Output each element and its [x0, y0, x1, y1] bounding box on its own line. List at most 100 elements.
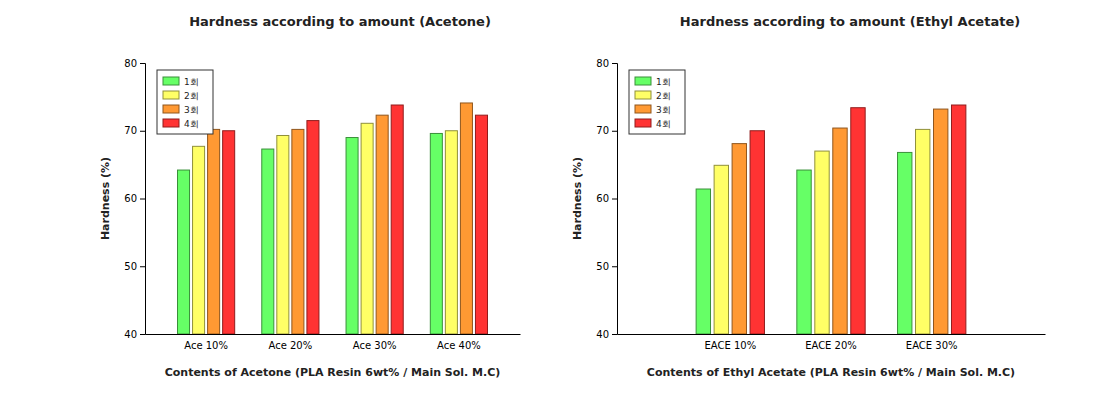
bar — [262, 149, 274, 334]
axis-line — [618, 334, 1046, 335]
legend-swatch — [163, 77, 179, 85]
axis-line — [146, 334, 521, 335]
bar — [696, 189, 710, 334]
legend-swatch — [635, 77, 651, 85]
legend: 1회2회3회4회 — [629, 70, 685, 134]
tick-label: 80 — [596, 58, 609, 69]
legend-box — [157, 70, 213, 134]
tick-label: EACE 30% — [906, 340, 958, 351]
bars — [178, 103, 488, 334]
legend-swatch — [163, 105, 179, 113]
bar — [193, 146, 205, 334]
tick-label: 80 — [124, 58, 137, 69]
legend-label: 3회 — [184, 105, 199, 115]
y-axis-title: Hardness (%) — [99, 157, 112, 240]
x-axis-title: Contents of Ethyl Acetate (PLA Resin 6wt… — [647, 366, 1015, 379]
tick-mark — [140, 334, 145, 335]
tick: 70 — [596, 125, 617, 136]
bar — [445, 131, 457, 334]
y-axis: 40 50 60 70 80 — [124, 58, 145, 340]
tick: 50 — [596, 261, 617, 272]
tick: 60 — [596, 193, 617, 204]
bar — [391, 105, 403, 334]
legend: 1회 2회 3회 4회 — [157, 70, 213, 134]
legend-label: 2회 — [656, 91, 671, 101]
tick-label: 70 — [124, 125, 137, 136]
tick-mark — [140, 63, 145, 64]
chart: Hardness according to amount (Acetone) 40… — [99, 14, 521, 379]
bar — [732, 144, 746, 334]
x-axis: Ace 10% Ace 20% Ace 30% Ace 40% — [146, 334, 521, 351]
tick: 60 — [124, 193, 145, 204]
tick-label: 40 — [596, 329, 609, 340]
legend-swatch — [163, 91, 179, 99]
tick: 40 — [596, 329, 617, 340]
tick-mark — [612, 131, 617, 132]
y-axis-title: Hardness (%) — [571, 157, 584, 240]
bar — [208, 129, 220, 334]
bar — [934, 109, 948, 334]
tick: 70 — [124, 125, 145, 136]
chart: Hardness according to amount (Ethyl Acet… — [571, 14, 1046, 379]
tick-mark — [140, 199, 145, 200]
bar — [307, 121, 319, 334]
bar — [361, 123, 373, 334]
bar — [916, 129, 930, 334]
tick: Ace 10% — [184, 334, 228, 351]
tick: EACE 20% — [805, 334, 857, 351]
tick-label: 70 — [596, 125, 609, 136]
tick-label: 50 — [596, 261, 609, 272]
legend-label: 1회 — [184, 77, 199, 87]
bar — [430, 133, 442, 334]
tick: Ace 40% — [437, 334, 481, 351]
bar — [750, 131, 764, 334]
tick-mark — [612, 199, 617, 200]
legend-label: 2회 — [184, 91, 199, 101]
x-axis-title: Contents of Acetone (PLA Resin 6wt% / Ma… — [165, 366, 501, 379]
tick-mark — [612, 334, 617, 335]
tick-label: Ace 30% — [353, 340, 397, 351]
title: Hardness according to amount (Acetone) — [189, 14, 491, 29]
legend-swatch — [635, 119, 651, 127]
tick-mark — [612, 63, 617, 64]
tick: 50 — [124, 261, 145, 272]
bar — [898, 152, 912, 334]
legend-label: 3회 — [656, 105, 671, 115]
tick-label: Ace 20% — [268, 340, 312, 351]
bar — [951, 105, 965, 334]
tick-label: 60 — [596, 193, 609, 204]
y-axis: 40 50 60 70 80 — [596, 58, 617, 340]
bar — [797, 170, 811, 334]
axis-line — [612, 64, 618, 335]
legend-swatch — [163, 119, 179, 127]
bar — [223, 131, 235, 334]
legend-label: 4회 — [656, 119, 671, 129]
legend-box — [629, 70, 685, 134]
legend-swatch — [635, 91, 651, 99]
axis-line — [140, 64, 146, 335]
page: Hardness according to amount (Acetone) 40… — [0, 0, 1104, 406]
tick-label: Ace 40% — [437, 340, 481, 351]
tick: Ace 20% — [268, 334, 312, 351]
tick: EACE 30% — [906, 334, 958, 351]
tick-label: EACE 10% — [704, 340, 756, 351]
tick-label: 60 — [124, 193, 137, 204]
tick: 80 — [596, 58, 617, 69]
bar — [178, 170, 190, 334]
bars — [696, 105, 966, 334]
tick-mark — [612, 266, 617, 267]
bar — [277, 135, 289, 334]
tick-label: Ace 10% — [184, 340, 228, 351]
tick-label: 40 — [124, 329, 137, 340]
legend-swatch — [635, 105, 651, 113]
tick: 80 — [124, 58, 145, 69]
tick-label: EACE 20% — [805, 340, 857, 351]
tick: Ace 30% — [353, 334, 397, 351]
legend-label: 4회 — [184, 119, 199, 129]
tick-mark — [140, 131, 145, 132]
bar — [815, 151, 829, 334]
bar — [851, 108, 865, 334]
tick-mark — [140, 266, 145, 267]
bar — [376, 115, 388, 334]
title: Hardness according to amount (Ethyl Acet… — [680, 14, 1020, 29]
